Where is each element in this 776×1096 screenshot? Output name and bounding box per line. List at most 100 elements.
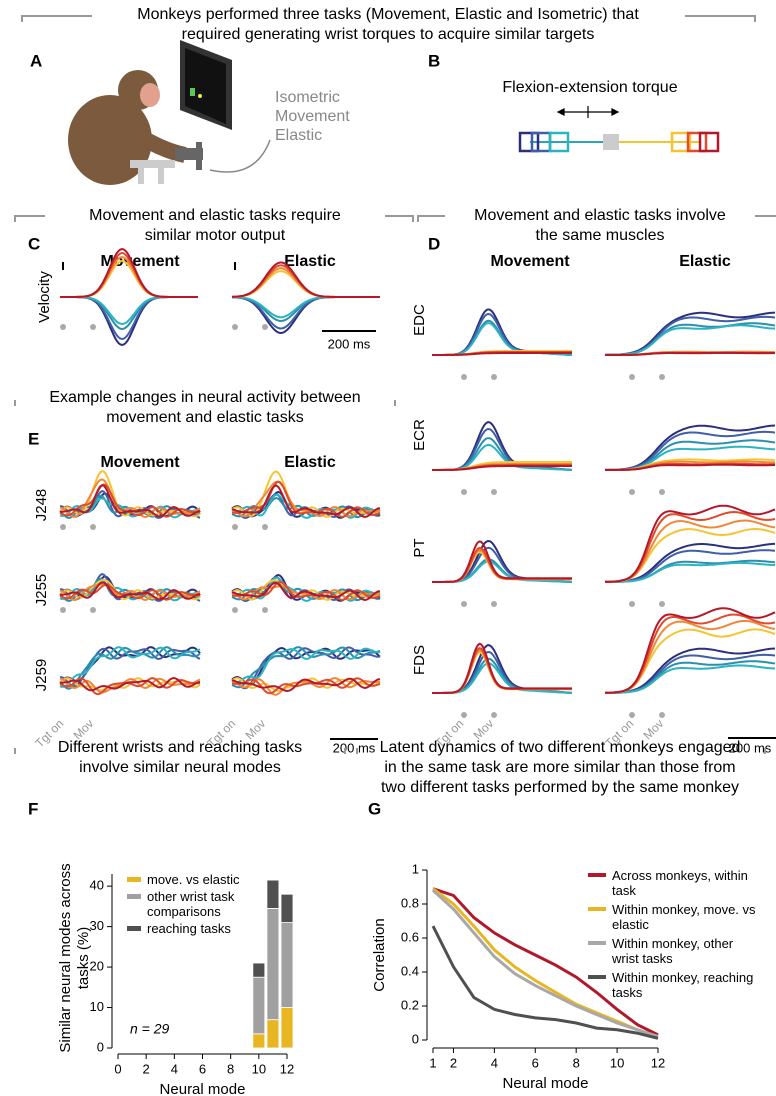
- event-dot: [461, 374, 467, 380]
- event-dot: [60, 607, 66, 613]
- trace: [60, 296, 198, 341]
- legend-label: Across monkeys, within task: [612, 868, 748, 898]
- event-dot: [262, 524, 268, 530]
- event-dot: [629, 374, 635, 380]
- trace: [231, 646, 381, 690]
- muscle-label: EDC: [411, 304, 428, 336]
- event-dot: [629, 601, 635, 607]
- scale-label: 200 ms: [333, 740, 376, 755]
- trace: [605, 445, 776, 471]
- x-tick-label: 6: [199, 1061, 206, 1076]
- section-title: the same muscles: [536, 227, 665, 244]
- trace: [59, 478, 201, 519]
- event-dot: [491, 374, 497, 380]
- x-tick-label: 2: [450, 1055, 457, 1070]
- trace: [605, 463, 775, 471]
- legend-item: Within monkey, reaching tasks: [588, 970, 762, 1000]
- section-title: Example changes in neural activity betwe…: [49, 389, 360, 406]
- panel-letter: G: [368, 799, 381, 818]
- bracket: [356, 748, 766, 754]
- trace: [60, 581, 201, 601]
- event-dot: [491, 601, 497, 607]
- annotation: n = 29: [130, 1021, 170, 1037]
- figure-title: Monkeys performed three tasks (Movement,…: [137, 6, 639, 23]
- trace: [605, 351, 775, 356]
- x-tick-label: 0: [114, 1061, 121, 1076]
- section-title: in the same task are more similar than t…: [384, 759, 735, 776]
- y-tick-label: 1: [412, 861, 419, 876]
- y-tick-label: 40: [90, 878, 104, 893]
- bar-segment: [266, 907, 280, 1021]
- legend-label: reaching tasks: [147, 921, 231, 936]
- bar-segment: [252, 976, 266, 1035]
- event-dot: [232, 524, 238, 530]
- column-header: Elastic: [284, 253, 336, 270]
- legend-swatch: [588, 907, 606, 911]
- event-dot: [60, 324, 66, 330]
- event-dot: [90, 324, 96, 330]
- trace: [231, 677, 380, 696]
- event-dot: [90, 524, 96, 530]
- trace: [59, 583, 201, 601]
- bar-segment: [266, 879, 280, 909]
- torque-label: Flexion-extension torque: [502, 79, 677, 96]
- bar-segment: [280, 922, 294, 1008]
- trace: [232, 493, 381, 519]
- x-axis-label: Neural mode: [160, 1081, 246, 1096]
- legend-label: move. vs elastic: [147, 872, 240, 887]
- y-tick-label: 30: [90, 918, 104, 933]
- trace: [231, 480, 380, 518]
- bar-segment: [280, 1007, 294, 1049]
- trace: [432, 312, 573, 356]
- section-title: Different wrists and reaching tasks: [58, 739, 302, 756]
- panel-letter: D: [428, 234, 440, 253]
- trace: [59, 646, 201, 688]
- x-tick-label: 10: [252, 1061, 266, 1076]
- trace: [432, 465, 572, 471]
- trace: [60, 676, 201, 692]
- event-dot: [659, 374, 665, 380]
- column-header: Movement: [100, 454, 180, 471]
- trace: [231, 484, 381, 519]
- trace: [605, 324, 776, 356]
- trace: [59, 583, 201, 602]
- trace: [59, 483, 201, 518]
- legend-swatch: [127, 926, 141, 931]
- legend-swatch: [588, 975, 606, 979]
- event-dot: [461, 712, 467, 718]
- scale-label: 200 ms: [729, 740, 772, 755]
- bracket: [21, 15, 756, 22]
- task-label: Elastic: [275, 127, 322, 144]
- bracket: [14, 400, 396, 406]
- trace: [60, 296, 198, 326]
- event-dot: [461, 601, 467, 607]
- x-tick-label: 8: [573, 1055, 580, 1070]
- series-line: [431, 889, 659, 1039]
- task-label: Movement: [275, 108, 350, 125]
- figure-title: required generating wrist torques to acq…: [182, 26, 595, 43]
- legend-item: reaching tasks: [127, 921, 247, 936]
- event-dot: [262, 607, 268, 613]
- trace: [605, 528, 776, 583]
- event-dot: [60, 524, 66, 530]
- y-tick-label: 0: [97, 1039, 104, 1054]
- trace: [432, 539, 573, 583]
- y-tick-label: 0.2: [401, 997, 419, 1012]
- trace: [604, 561, 775, 583]
- legend-item: Within monkey, move. vs elastic: [588, 902, 762, 932]
- muscle-label: PT: [411, 538, 428, 557]
- unit-label: J255: [33, 574, 50, 607]
- legend-swatch: [588, 941, 606, 945]
- muscle-label: FDS: [411, 645, 428, 675]
- trace: [59, 677, 201, 696]
- series-line: [432, 887, 659, 1037]
- bracket: [14, 215, 414, 222]
- task-label: Isometric: [275, 89, 340, 106]
- event-dot: [659, 712, 665, 718]
- trace: [605, 607, 776, 694]
- x-axis-label: Neural mode: [503, 1075, 589, 1092]
- trace: [232, 296, 380, 319]
- y-tick-label: 0: [412, 1031, 419, 1046]
